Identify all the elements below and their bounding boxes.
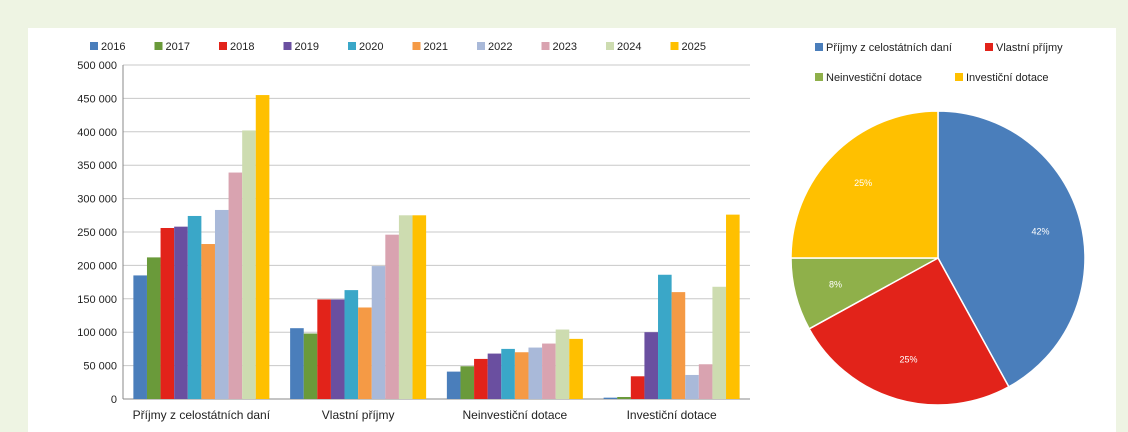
legend-swatch [348, 42, 356, 50]
legend-swatch [219, 42, 227, 50]
y-tick-label: 200 000 [77, 260, 117, 272]
legend-label: 2016 [101, 41, 125, 53]
pie-slice-label: 25% [899, 355, 917, 365]
legend-label: 2025 [682, 41, 706, 53]
legend-swatch [670, 42, 679, 50]
bar [617, 396, 631, 399]
pie-chart: Příjmy z celostátních daní Vlastní příjmy… [790, 42, 1086, 406]
x-category-label: Neinvestiční dotace [463, 408, 568, 422]
bar [187, 215, 202, 399]
legend-label: Vlastní příjmy [996, 42, 1063, 54]
legend-swatch [154, 42, 163, 50]
bar [317, 299, 331, 399]
bar [630, 376, 645, 399]
bar [726, 214, 740, 399]
bar [242, 130, 256, 399]
bar [460, 366, 475, 399]
bar [685, 374, 699, 399]
bar [201, 244, 215, 399]
bar [371, 266, 386, 399]
legend-swatch [815, 43, 823, 51]
bar [133, 275, 147, 399]
pie-slice-label: 8% [829, 279, 842, 289]
legend-label: 2017 [166, 41, 190, 53]
bar [501, 348, 515, 399]
legend-label: 2024 [617, 41, 641, 53]
legend-label: 2023 [553, 41, 577, 53]
y-tick-label: 0 [111, 394, 117, 406]
legend-swatch [477, 42, 485, 50]
bar [658, 274, 672, 399]
bar [385, 234, 399, 399]
legend-label: Investiční dotace [966, 72, 1049, 84]
pie-slice-label: 25% [854, 178, 872, 188]
bar [174, 226, 188, 399]
bar [555, 329, 570, 399]
legend-swatch [815, 73, 823, 81]
legend-label: Příjmy z celostátních daní [826, 42, 952, 54]
legend-swatch [90, 42, 98, 50]
bar [446, 371, 461, 399]
bar-chart: 0 50 000 100 000 150 000 200 000 250 000 300 0… [77, 41, 750, 422]
legend-swatch [412, 42, 421, 50]
y-tick-label: 100 000 [77, 327, 117, 339]
bar [398, 215, 413, 399]
x-category-label: Příjmy z celostátních daní [133, 408, 271, 422]
bar [146, 257, 161, 399]
legend-label: Neinvestiční dotace [826, 72, 922, 84]
chart-panel: 0 50 000 100 000 150 000 200 000 250 000 300 0… [28, 28, 1116, 432]
legend-swatch [283, 42, 292, 50]
bar [303, 333, 318, 399]
y-tick-label: 250 000 [77, 227, 117, 239]
y-tick-label: 50 000 [83, 361, 117, 373]
bar [514, 352, 529, 399]
legend-swatch [541, 42, 550, 50]
bar [160, 227, 175, 399]
y-tick-label: 150 000 [77, 294, 117, 306]
bar [698, 364, 713, 399]
bar [474, 358, 488, 399]
bar [330, 299, 345, 399]
bar [712, 286, 727, 399]
x-category-label: Investiční dotace [627, 408, 717, 422]
y-tick-label: 400 000 [77, 127, 117, 139]
bar [358, 307, 372, 399]
legend-label: 2021 [424, 41, 448, 53]
bar [542, 343, 556, 399]
bar [569, 338, 583, 399]
y-tick-label: 500 000 [77, 60, 117, 72]
legend-swatch [606, 42, 614, 50]
bar [412, 215, 427, 399]
bar [603, 397, 618, 399]
pie-slice-label: 42% [1032, 227, 1050, 237]
y-tick-label: 350 000 [77, 160, 117, 172]
legend-swatch [955, 73, 963, 81]
legend-label: 2019 [295, 41, 319, 53]
bar [228, 172, 243, 399]
pie-slice [937, 110, 1086, 388]
y-tick-label: 300 000 [77, 194, 117, 206]
legend-swatch [985, 43, 993, 51]
pie-slice [790, 110, 939, 259]
legend-label: 2022 [488, 41, 512, 53]
pie-slice [808, 256, 1010, 406]
bar [290, 328, 304, 399]
bar [528, 347, 543, 399]
y-tick-label: 450 000 [77, 93, 117, 105]
bar [644, 332, 659, 399]
bar [487, 353, 502, 399]
legend-label: 2018 [230, 41, 254, 53]
bar [344, 290, 359, 399]
x-category-label: Vlastní příjmy [322, 408, 395, 422]
bar [671, 292, 686, 399]
bar [214, 209, 229, 399]
bar [255, 95, 270, 399]
legend-label: 2020 [359, 41, 383, 53]
